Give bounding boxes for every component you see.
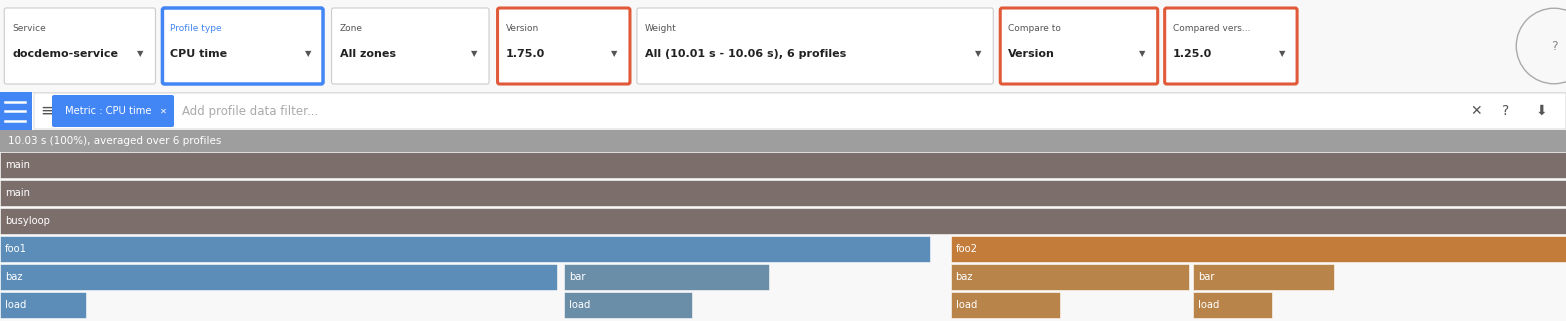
Text: foo2: foo2 (955, 244, 977, 254)
Bar (0, 130, 1566, 152)
Text: Version: Version (506, 24, 539, 33)
Bar (951, 236, 1566, 262)
Text: All zones: All zones (340, 49, 396, 59)
Text: Service: Service (13, 24, 45, 33)
Text: ✕: ✕ (160, 107, 168, 116)
Text: main: main (5, 188, 30, 198)
Text: ▼: ▼ (304, 49, 312, 58)
Text: ▼: ▼ (470, 49, 478, 58)
Text: bar: bar (568, 272, 586, 282)
Text: foo1: foo1 (5, 244, 27, 254)
Text: load: load (955, 300, 977, 310)
Bar (0, 92, 31, 130)
Bar (0, 208, 1566, 234)
Text: ✕: ✕ (1470, 104, 1481, 118)
Text: Version: Version (1009, 49, 1055, 59)
FancyBboxPatch shape (1165, 8, 1297, 84)
FancyBboxPatch shape (1001, 8, 1157, 84)
Text: Zone: Zone (340, 24, 363, 33)
FancyBboxPatch shape (52, 95, 174, 127)
Text: baz: baz (5, 272, 22, 282)
Bar (0, 292, 86, 318)
Bar (0, 0, 1566, 92)
Text: Compare to: Compare to (1009, 24, 1062, 33)
Text: 10.03 s (100%), averaged over 6 profiles: 10.03 s (100%), averaged over 6 profiles (8, 136, 221, 146)
Bar (0, 152, 1566, 178)
Text: ⬇: ⬇ (1535, 104, 1547, 118)
Text: ▼: ▼ (1138, 49, 1146, 58)
Text: Metric : CPU time: Metric : CPU time (66, 106, 152, 116)
Bar (564, 292, 692, 318)
Bar (0, 180, 1566, 206)
Text: ▼: ▼ (974, 49, 982, 58)
Text: ▼: ▼ (1278, 49, 1286, 58)
Text: load: load (5, 300, 27, 310)
Text: Weight: Weight (645, 24, 677, 33)
Bar (1193, 292, 1272, 318)
Text: main: main (5, 160, 30, 170)
FancyBboxPatch shape (332, 8, 489, 84)
Text: busyloop: busyloop (5, 216, 50, 226)
FancyBboxPatch shape (5, 8, 155, 84)
Text: load: load (568, 300, 590, 310)
Text: Compared vers...: Compared vers... (1173, 24, 1250, 33)
Text: Profile type: Profile type (171, 24, 222, 33)
Text: docdemo-service: docdemo-service (13, 49, 119, 59)
Text: ▼: ▼ (611, 49, 619, 58)
Text: CPU time: CPU time (171, 49, 227, 59)
Bar (0, 92, 1566, 130)
Bar (0, 264, 557, 290)
Text: load: load (1198, 300, 1220, 310)
FancyBboxPatch shape (637, 8, 993, 84)
FancyBboxPatch shape (34, 93, 1566, 129)
Bar (1193, 264, 1334, 290)
Text: ?: ? (1550, 39, 1557, 53)
Text: ?: ? (1502, 104, 1510, 118)
FancyBboxPatch shape (498, 8, 630, 84)
Bar (564, 264, 769, 290)
Text: baz: baz (955, 272, 972, 282)
FancyBboxPatch shape (163, 8, 323, 84)
Text: ≡: ≡ (41, 102, 53, 120)
Bar (951, 292, 1060, 318)
Text: Add profile data filter...: Add profile data filter... (182, 105, 318, 117)
Text: All (10.01 s - 10.06 s), 6 profiles: All (10.01 s - 10.06 s), 6 profiles (645, 49, 846, 59)
Text: 1.25.0: 1.25.0 (1173, 49, 1212, 59)
Text: ▼: ▼ (136, 49, 144, 58)
Bar (0, 236, 930, 262)
Text: 1.75.0: 1.75.0 (506, 49, 545, 59)
Bar (951, 264, 1189, 290)
Text: bar: bar (1198, 272, 1215, 282)
